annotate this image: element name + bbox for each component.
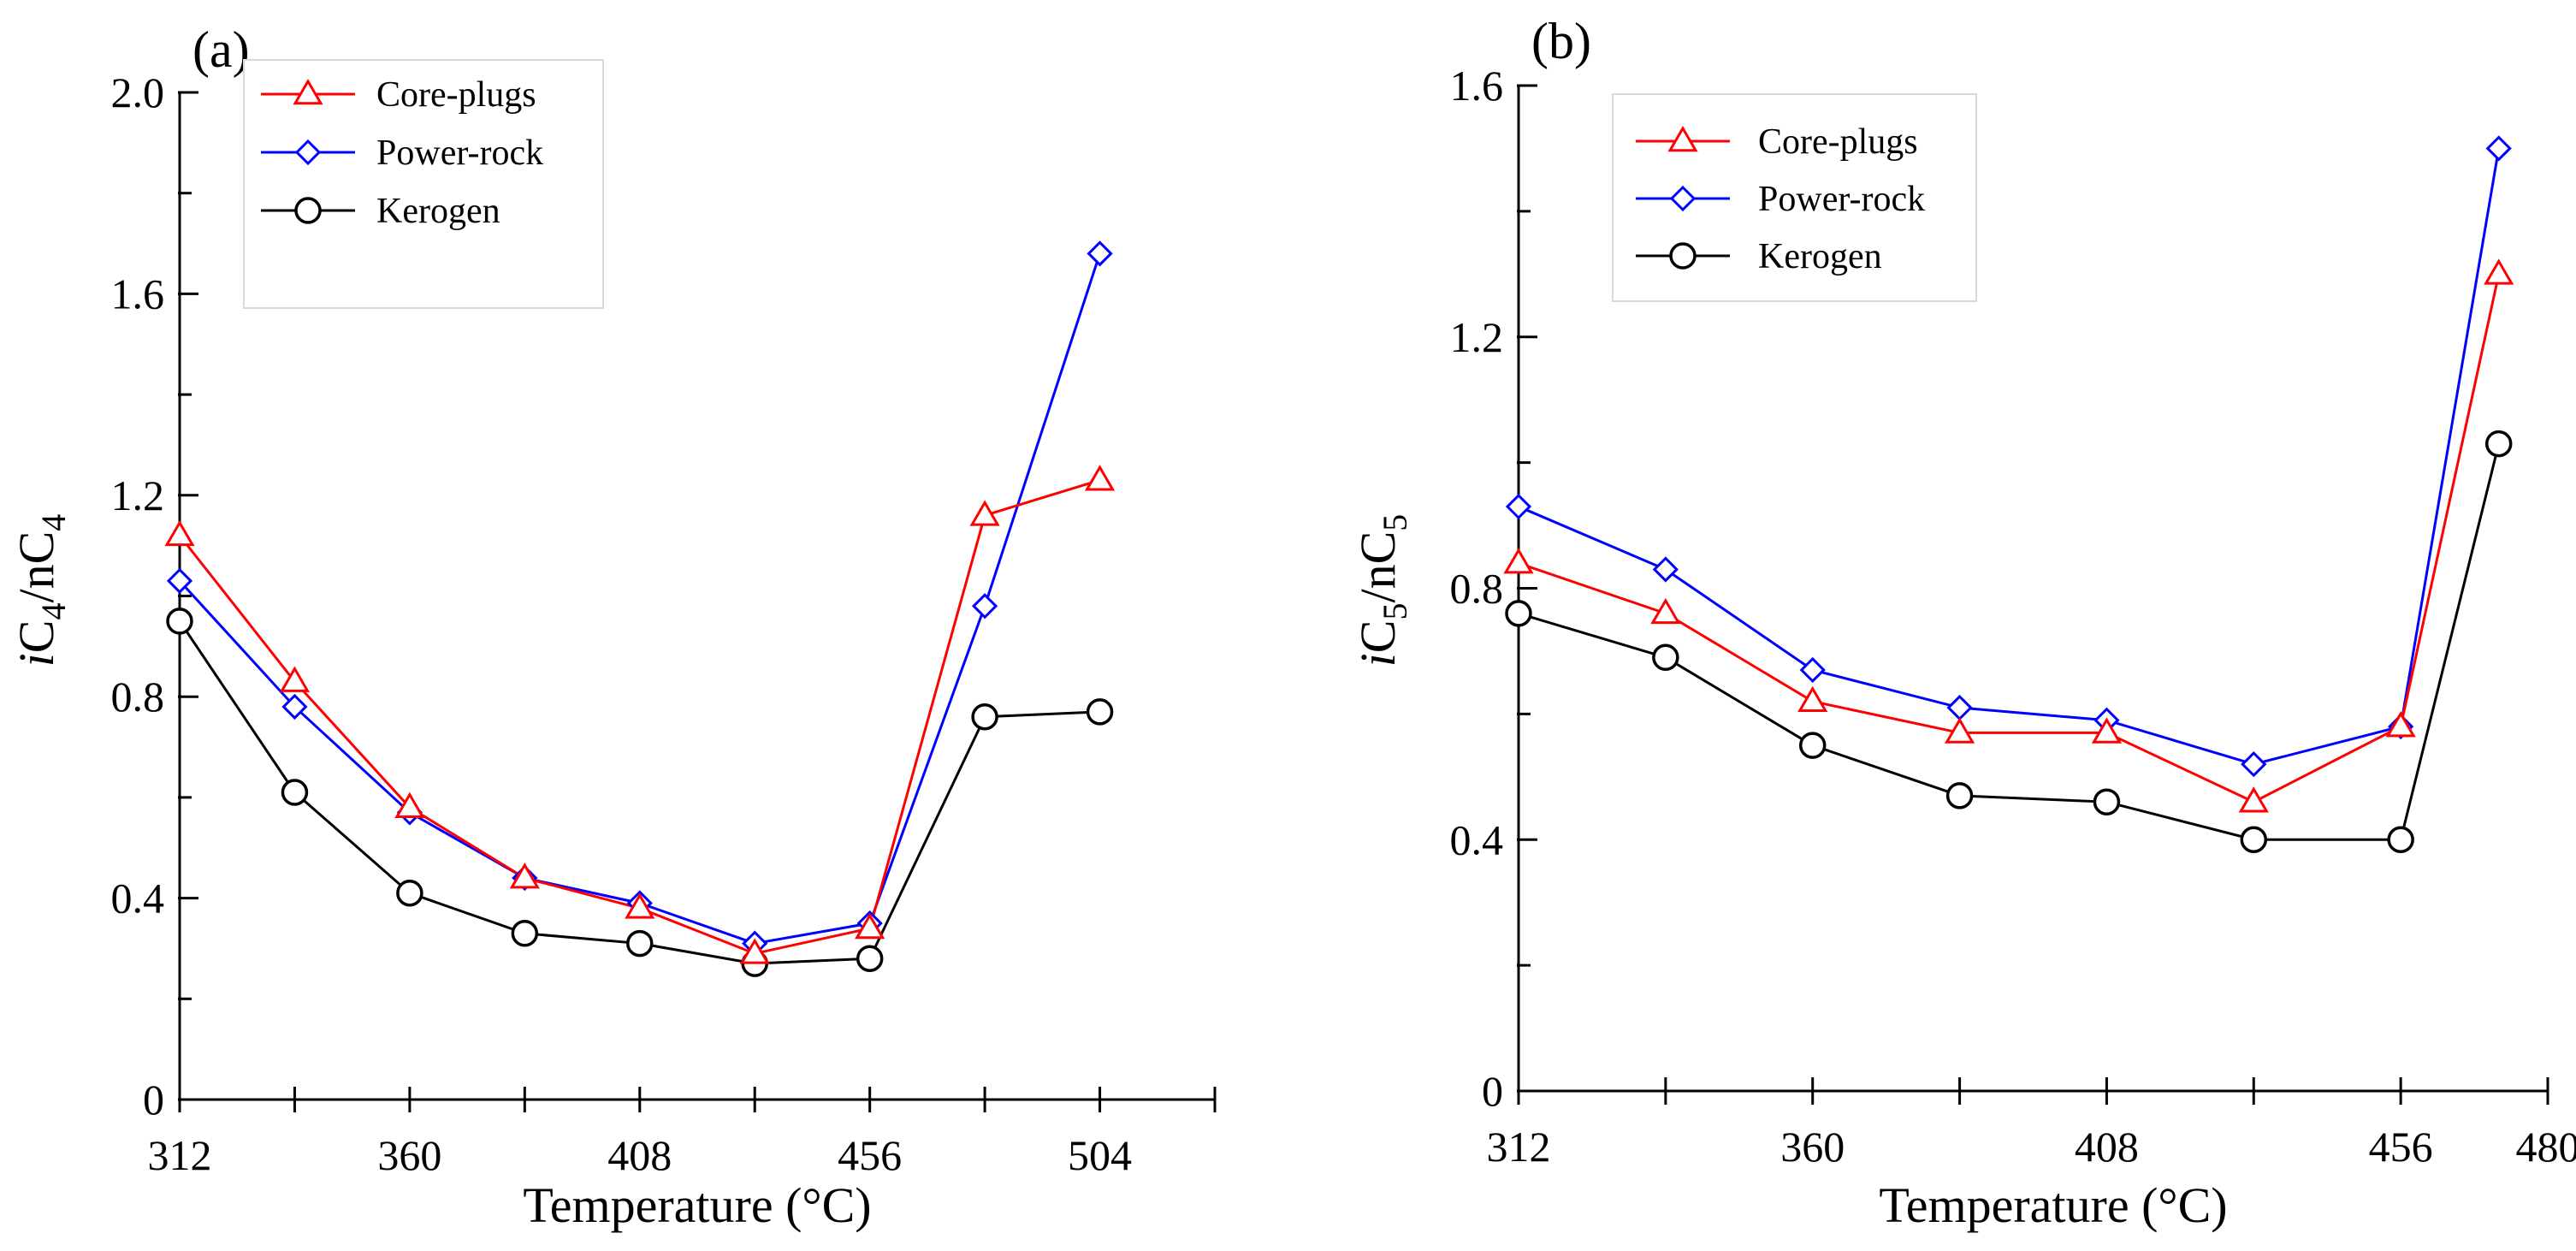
- data-point: [973, 705, 997, 729]
- y-tick-label: 0: [1482, 1067, 1503, 1115]
- y-tick-label: 0.4: [1450, 815, 1504, 863]
- data-point: [1654, 645, 1678, 669]
- data-point: [398, 881, 422, 905]
- legend: Core-plugs Power-rock Kerogen: [244, 60, 603, 308]
- y-axis-label-sub1: 5: [1376, 603, 1414, 620]
- y-axis-label-sub2: 4: [34, 514, 73, 531]
- x-tick-label: 312: [1487, 1123, 1551, 1171]
- x-tick-label: 360: [377, 1131, 441, 1179]
- y-axis-label-base1: C: [1350, 620, 1406, 654]
- legend-label: Core-plugs: [376, 75, 536, 115]
- panel-label: (a): [192, 21, 250, 78]
- y-axis-label-mid: /nC: [1350, 531, 1406, 603]
- y-tick-label: 1.2: [111, 471, 165, 519]
- y-axis-label-prefix: i: [9, 653, 64, 667]
- legend-label: Power-rock: [1758, 180, 1925, 219]
- data-point: [1506, 550, 1531, 572]
- data-point: [1507, 495, 1530, 518]
- panel-label: (b): [1531, 13, 1591, 69]
- data-point: [2389, 827, 2413, 851]
- x-tick-label: 480: [2516, 1123, 2576, 1171]
- x-axis-label: Temperature (°C): [1879, 1177, 2227, 1233]
- chart-panel-a: 312 360 408 456 504 0 0.4 0.8 1.2 1.6 2.0 Temperatu…: [9, 21, 1215, 1233]
- y-tick-label: 2.0: [111, 68, 165, 116]
- y-tick-label: 1.6: [1450, 62, 1504, 110]
- y-axis-label-base1: C: [9, 620, 64, 654]
- legend-label: Kerogen: [1758, 237, 1882, 276]
- series-points-power-rock: [169, 242, 1111, 954]
- legend-marker: [296, 199, 320, 222]
- data-point: [1655, 558, 1677, 580]
- data-point: [1087, 467, 1113, 489]
- data-point: [512, 922, 536, 946]
- series-points-kerogen: [168, 609, 1112, 975]
- series-line-kerogen: [1519, 444, 2499, 840]
- x-tick-label: 408: [2075, 1123, 2139, 1171]
- data-point: [2486, 261, 2512, 283]
- data-point: [1801, 733, 1825, 757]
- y-tick-label: 1.6: [111, 270, 165, 317]
- data-point: [1802, 659, 1824, 681]
- data-point: [1089, 242, 1111, 264]
- series-line-core-plugs: [180, 480, 1100, 953]
- y-axis-label-sub1: 4: [34, 603, 73, 620]
- data-point: [858, 946, 882, 970]
- data-point: [167, 523, 192, 545]
- y-axis-label-sub2: 5: [1376, 514, 1414, 531]
- legend-label: Kerogen: [376, 192, 500, 231]
- data-point: [168, 609, 192, 633]
- y-tick-label: 0.8: [111, 673, 165, 720]
- y-axis-label-prefix: i: [1350, 653, 1406, 667]
- data-point: [2241, 827, 2265, 851]
- data-point: [2241, 789, 2266, 811]
- data-point: [1948, 784, 1972, 808]
- legend-marker: [1671, 244, 1695, 268]
- series-points-kerogen: [1507, 432, 2511, 852]
- legend: Core-plugs Power-rock Kerogen: [1613, 94, 1976, 301]
- data-point: [1088, 700, 1112, 724]
- legend-label: Power-rock: [376, 133, 543, 173]
- x-axis-label: Temperature (°C): [523, 1177, 871, 1233]
- data-point: [2488, 137, 2510, 159]
- y-axis-label: iC4/nC4: [9, 514, 73, 667]
- data-point: [1800, 689, 1826, 711]
- y-tick-label: 0.4: [111, 875, 165, 922]
- series-points-core-plugs: [167, 467, 1113, 963]
- data-point: [2487, 432, 2511, 456]
- x-tick-label: 456: [838, 1131, 902, 1179]
- data-point: [282, 780, 306, 804]
- x-tick-label: 408: [607, 1131, 672, 1179]
- data-point: [1507, 602, 1531, 626]
- y-tick-label: 1.2: [1450, 313, 1504, 361]
- series-layer: [167, 242, 1113, 975]
- x-tick-label: 456: [2369, 1123, 2433, 1171]
- data-point: [974, 595, 996, 617]
- y-tick-label: 0: [143, 1076, 164, 1124]
- series-points-core-plugs: [1506, 261, 2512, 811]
- series-line-core-plugs: [1519, 274, 2499, 802]
- y-axis-label: iC5/nC5: [1350, 514, 1414, 667]
- data-point: [2242, 753, 2265, 775]
- x-tick-label: 312: [148, 1131, 212, 1179]
- y-tick-label: 0.8: [1450, 565, 1504, 613]
- chart-panel-b: 312 360 408 456 480 0 0.4 0.8 1.2 1.6 Temperature …: [1350, 13, 2576, 1233]
- x-tick-label: 504: [1068, 1131, 1132, 1179]
- y-axis-label-mid: /nC: [9, 531, 64, 603]
- data-point: [2094, 790, 2118, 814]
- legend-label: Core-plugs: [1758, 122, 1918, 162]
- x-tick-label: 360: [1780, 1123, 1845, 1171]
- data-point: [628, 932, 652, 956]
- data-point: [1949, 697, 1971, 719]
